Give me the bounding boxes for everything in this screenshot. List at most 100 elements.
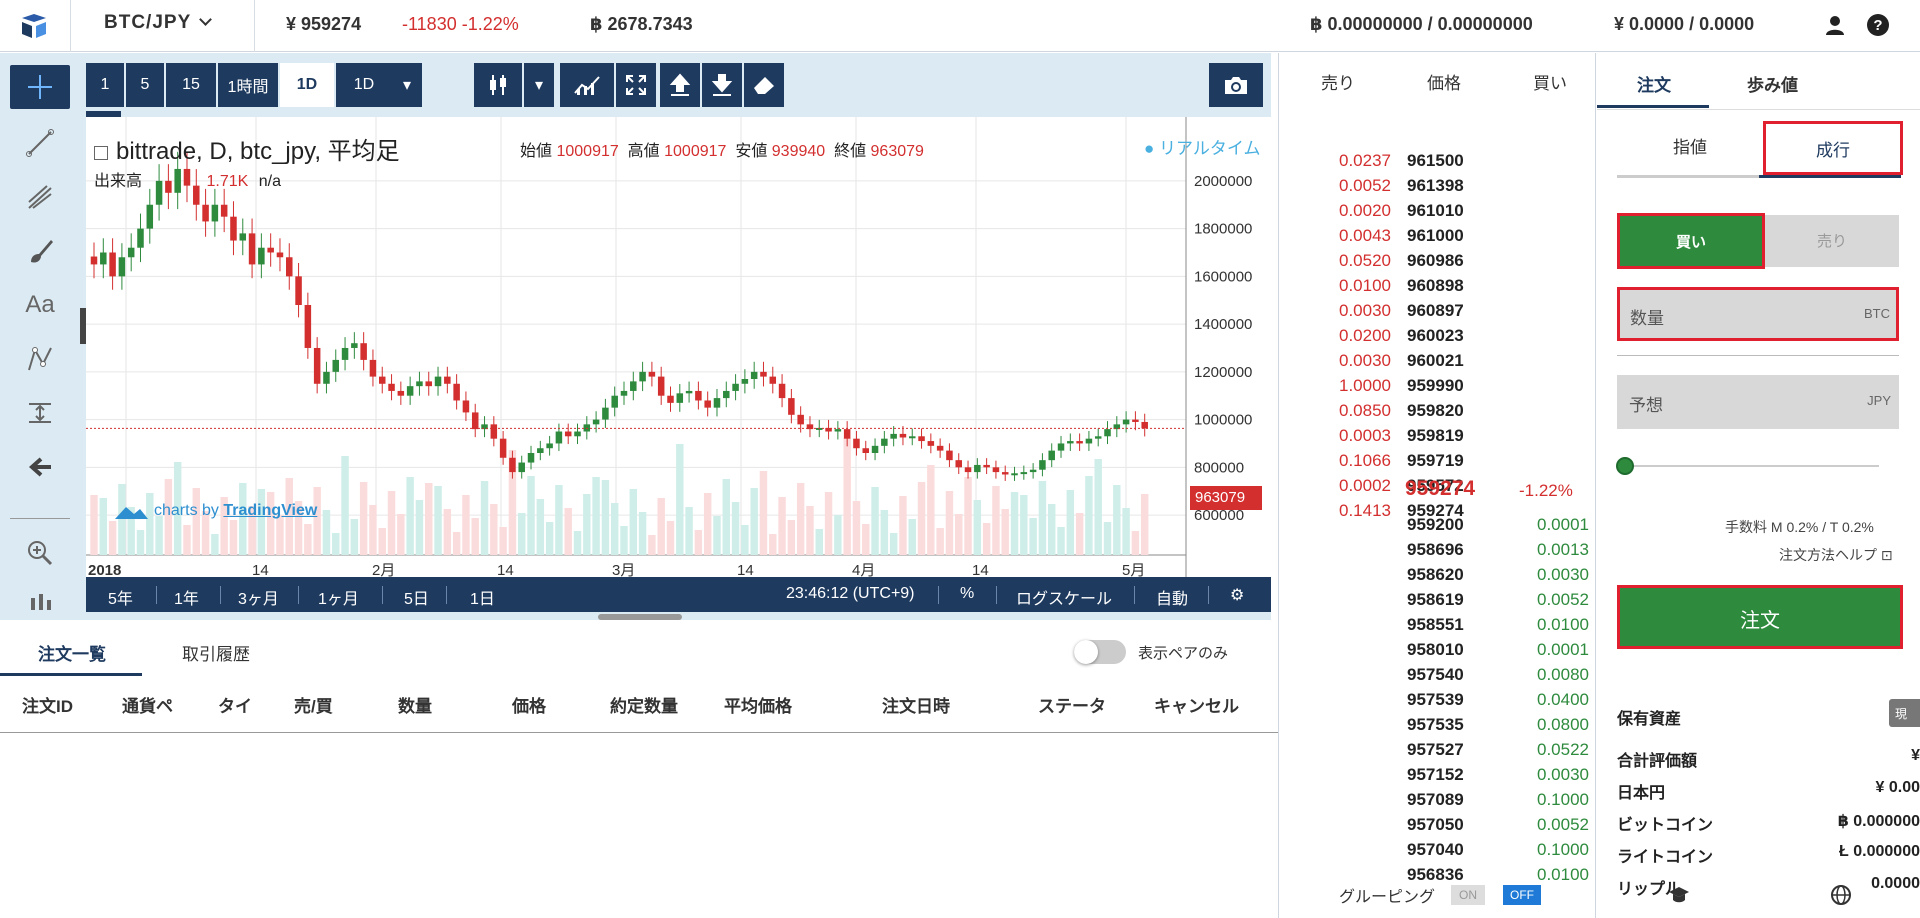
globe-icon[interactable] (1830, 884, 1852, 906)
ask-price: 959719 (1407, 451, 1464, 470)
bid-row[interactable]: 958619 0.0052 (1279, 590, 1597, 615)
ask-row[interactable]: 0.0850 959820 (1279, 401, 1597, 426)
pair-only-toggle[interactable] (1074, 640, 1126, 664)
pitchfork-tool-icon[interactable] (10, 175, 70, 219)
sell-button[interactable]: 売り (1765, 215, 1899, 267)
bid-row[interactable]: 956836 0.0100 (1279, 865, 1597, 890)
bid-row[interactable]: 957040 0.1000 (1279, 840, 1597, 865)
percent-scale-toggle[interactable]: % (960, 585, 975, 602)
submit-order-button[interactable]: 注文 (1617, 585, 1903, 649)
tab-trade-history[interactable]: 取引履歴 (182, 645, 250, 664)
chart-settings-gear-icon[interactable]: ⚙ (1230, 587, 1245, 604)
interval-dropdown[interactable]: 1D (336, 63, 392, 107)
order-type-market[interactable]: 成行 (1763, 121, 1903, 175)
interval-1d[interactable]: 1D (280, 63, 334, 107)
interval-chevron-icon[interactable]: ▾ (392, 63, 422, 107)
bid-row[interactable]: 958010 0.0001 (1279, 640, 1597, 665)
tab-trades[interactable]: 歩み値 (1747, 76, 1798, 95)
x-tick-label: 2018 (88, 562, 121, 577)
candle-type-icon[interactable] (474, 63, 522, 107)
buy-button[interactable]: 買い (1617, 213, 1765, 269)
candle-body (806, 424, 814, 430)
bid-row[interactable]: 958551 0.0100 (1279, 615, 1597, 640)
ask-row[interactable]: 0.0237 961500 (1279, 151, 1597, 176)
volume-bar (462, 495, 470, 555)
brush-tool-icon[interactable] (10, 229, 70, 273)
bid-row[interactable]: 957089 0.1000 (1279, 790, 1597, 815)
bid-row[interactable]: 957539 0.0400 (1279, 690, 1597, 715)
tab-order[interactable]: 注文 (1637, 76, 1671, 95)
tab-open-orders[interactable]: 注文一覧 (38, 645, 106, 664)
help-icon[interactable]: ? (1866, 13, 1890, 37)
amount-slider[interactable] (1627, 465, 1879, 467)
bid-row[interactable]: 957535 0.0800 (1279, 715, 1597, 740)
slider-handle[interactable] (1616, 457, 1634, 475)
tradingview-watermark[interactable]: charts by TradingView (112, 499, 317, 523)
bid-row[interactable]: 957540 0.0080 (1279, 665, 1597, 690)
download-icon[interactable] (702, 63, 742, 107)
screenshot-camera-icon[interactable] (1209, 63, 1263, 107)
toolbar-collapse-handle[interactable] (80, 308, 88, 344)
ask-row[interactable]: 0.0003 959819 (1279, 426, 1597, 451)
order-type-limit[interactable]: 指値 (1673, 138, 1707, 157)
auto-scale-toggle[interactable]: 自動 (1156, 591, 1189, 608)
bid-row[interactable]: 958620 0.0030 (1279, 565, 1597, 590)
quantity-field[interactable]: 数量 BTC (1617, 287, 1899, 341)
ask-row[interactable]: 0.0030 960021 (1279, 351, 1597, 376)
bid-row[interactable]: 958696 0.0013 (1279, 540, 1597, 565)
range-1y[interactable]: 1年 (174, 591, 199, 608)
ask-row[interactable]: 0.0052 961398 (1279, 176, 1597, 201)
interval-1h[interactable]: 1時間 (218, 63, 278, 107)
ask-row[interactable]: 0.1066 959719 (1279, 451, 1597, 476)
interval-5[interactable]: 5 (126, 63, 164, 107)
volume-bar (592, 477, 600, 555)
candles-tool-icon[interactable] (10, 581, 70, 625)
bid-row[interactable]: 957152 0.0030 (1279, 765, 1597, 790)
back-arrow-icon[interactable] (10, 445, 70, 489)
crosshair-tool-icon[interactable] (10, 65, 70, 109)
bid-row[interactable]: 957050 0.0052 (1279, 815, 1597, 840)
bittrade-logo-icon[interactable] (18, 12, 50, 40)
panel-resize-handle[interactable] (598, 614, 682, 620)
pattern-tool-icon[interactable] (10, 337, 70, 381)
ask-row[interactable]: 0.0020 961010 (1279, 201, 1597, 226)
col-status: ステータ (1038, 697, 1106, 716)
range-5d[interactable]: 5日 (404, 591, 429, 608)
ask-row[interactable]: 0.0200 960023 (1279, 326, 1597, 351)
pair-selector[interactable]: BTC/JPY (104, 12, 213, 34)
zoom-in-icon[interactable] (10, 531, 70, 575)
trendline-tool-icon[interactable] (10, 121, 70, 165)
range-1m[interactable]: 1ヶ月 (318, 591, 359, 608)
assets-badge[interactable]: 現 (1889, 699, 1920, 727)
ask-row[interactable]: 0.1413 959274 (1279, 501, 1597, 526)
indicators-icon[interactable] (560, 63, 614, 107)
price-chart[interactable]: 2000000 1800000 1600000 1400000 1200000 10000… (86, 117, 1271, 577)
log-scale-toggle[interactable]: ログスケール (1016, 591, 1113, 608)
range-1d[interactable]: 1日 (470, 591, 495, 608)
bid-price: 958551 (1407, 615, 1464, 634)
ask-row[interactable]: 0.0002 959572 (1279, 476, 1597, 501)
candle-type-chevron-icon[interactable]: ▾ (524, 63, 554, 107)
upload-icon[interactable] (660, 63, 700, 107)
fullscreen-icon[interactable] (616, 63, 656, 107)
estimate-field[interactable]: 予想 JPY (1617, 375, 1899, 429)
grouping-off-button[interactable]: OFF (1503, 885, 1541, 905)
interval-1[interactable]: 1 (86, 63, 124, 107)
measure-tool-icon[interactable] (10, 391, 70, 435)
grouping-on-button[interactable]: ON (1451, 885, 1485, 905)
range-5y[interactable]: 5年 (108, 591, 133, 608)
ask-row[interactable]: 0.0030 960897 (1279, 301, 1597, 326)
eraser-icon[interactable] (744, 63, 784, 107)
order-help-link[interactable]: 注文方法ヘルプ ⊡ (1779, 547, 1893, 563)
bid-row[interactable]: 957527 0.0522 (1279, 740, 1597, 765)
ask-row[interactable]: 0.0100 960898 (1279, 276, 1597, 301)
ask-row[interactable]: 1.0000 959990 (1279, 376, 1597, 401)
ask-row[interactable]: 0.0520 960986 (1279, 251, 1597, 276)
interval-15[interactable]: 15 (166, 63, 216, 107)
text-tool-icon[interactable]: Aa (25, 291, 55, 318)
ask-row[interactable]: 0.0043 961000 (1279, 226, 1597, 251)
graduation-cap-icon[interactable] (1668, 884, 1690, 906)
bid-row[interactable]: 959200 0.0001 (1279, 515, 1597, 540)
range-3m[interactable]: 3ヶ月 (238, 591, 279, 608)
user-icon[interactable] (1824, 14, 1846, 36)
